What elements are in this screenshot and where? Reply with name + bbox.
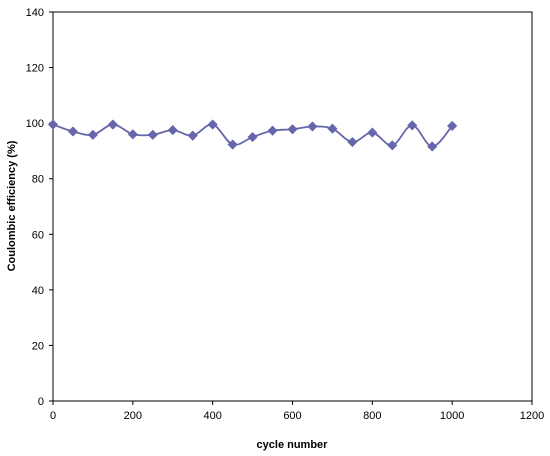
data-point [107, 119, 118, 130]
y-tick-label: 0 [38, 396, 44, 408]
x-axis-ticks: 0 200 400 600 800 1000 1200 [50, 401, 544, 422]
y-tick-label: 20 [32, 340, 44, 352]
data-point [267, 125, 278, 136]
x-tick-label: 800 [363, 410, 381, 422]
data-point [247, 131, 258, 143]
y-axis-title: Coulombic efficiency (%) [6, 140, 18, 271]
x-axis-title: cycle number [257, 439, 329, 451]
y-tick-label: 40 [32, 285, 44, 297]
data-point [227, 139, 238, 150]
y-tick-label: 60 [32, 229, 44, 241]
x-tick-label: 0 [50, 410, 56, 422]
data-point [127, 129, 138, 140]
x-tick-label: 600 [283, 410, 301, 422]
data-point [387, 140, 398, 151]
data-point [187, 130, 198, 141]
x-tick-label: 400 [203, 410, 221, 422]
data-point [307, 121, 318, 132]
y-tick-label: 120 [26, 63, 44, 75]
y-tick-label: 100 [26, 118, 44, 130]
data-point [327, 123, 338, 134]
data-point [47, 119, 59, 130]
data-point [447, 120, 458, 131]
data-point [67, 126, 79, 137]
y-axis-ticks: 0 20 40 60 80 100 120 140 [26, 7, 53, 408]
x-tick-label: 1200 [520, 410, 544, 422]
data-point [167, 125, 178, 136]
plot-area [52, 11, 533, 402]
data-point [367, 127, 378, 138]
series-markers [47, 119, 458, 152]
y-tick-label: 140 [26, 7, 44, 19]
x-tick-label: 1000 [440, 410, 464, 422]
data-point [147, 129, 158, 140]
data-point [87, 129, 98, 140]
data-point [427, 141, 438, 152]
data-point [287, 124, 298, 135]
y-tick-label: 80 [32, 174, 44, 186]
data-point [207, 119, 218, 130]
data-point [347, 136, 358, 148]
x-tick-label: 200 [124, 410, 142, 422]
data-point [407, 120, 418, 131]
